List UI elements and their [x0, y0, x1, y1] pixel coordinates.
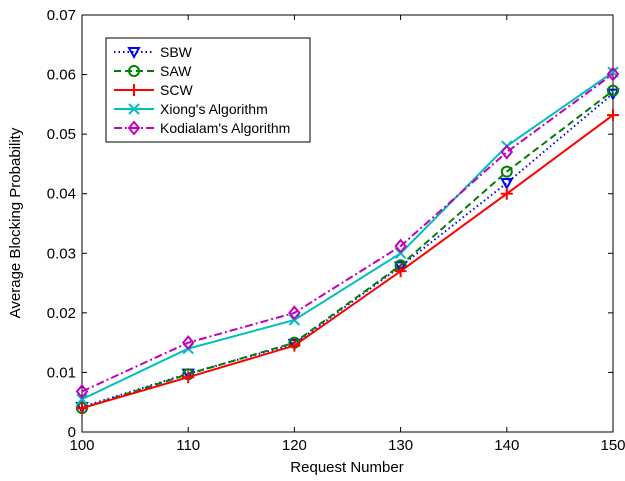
legend-item: Kodialam's Algorithm	[114, 120, 290, 136]
y-tick-label: 0.05	[47, 126, 76, 143]
data-point	[181, 335, 195, 351]
series-line	[81, 89, 614, 410]
legend: SBW SAW SCW Xiong's Algorithm Kodialam's Alg…	[105, 37, 311, 143]
series-line	[81, 114, 614, 410]
y-tick-label: 0.01	[47, 364, 76, 381]
legend-marker	[127, 47, 141, 60]
legend-marker	[127, 120, 141, 136]
data-point	[76, 393, 88, 405]
y-tick-label: 0.06	[47, 67, 76, 84]
legend-label: SBW	[160, 44, 193, 60]
series-4	[75, 66, 620, 400]
y-tick-label: 0.07	[47, 7, 76, 24]
y-axis-label: Average Blocking Probability	[7, 127, 24, 318]
legend-item: SCW	[114, 82, 193, 98]
legend-item: SBW	[114, 44, 193, 60]
legend-label: Xiong's Algorithm	[160, 101, 268, 117]
series-2	[76, 109, 619, 415]
x-axis-label: Request Number	[290, 459, 403, 476]
data-point	[607, 109, 619, 122]
data-point	[607, 84, 619, 97]
data-point	[394, 238, 407, 254]
x-tick-label: 130	[388, 437, 413, 454]
series-layer	[75, 66, 620, 415]
legend-label: SAW	[160, 63, 192, 79]
x-tick-label: 140	[494, 437, 519, 454]
data-point	[500, 144, 514, 160]
x-tick-label: 120	[282, 437, 307, 454]
legend-marker	[128, 65, 140, 77]
legend-item: Xiong's Algorithm	[114, 101, 268, 117]
legend-item: SAW	[114, 63, 192, 79]
y-tick-label: 0.03	[47, 245, 76, 262]
x-tick-label: 110	[176, 437, 200, 454]
legend-marker	[128, 84, 140, 96]
legend-label: Kodialam's Algorithm	[160, 120, 290, 136]
x-tick-label: 100	[69, 437, 94, 454]
data-point	[76, 402, 88, 415]
data-point	[500, 165, 513, 178]
legend-marker	[128, 103, 140, 115]
axis-ticks: 100 110 120 130 140 150 0 0.01 0.02 0.03 0.04 0.05 0…	[47, 7, 625, 454]
data-point	[288, 305, 301, 321]
data-point	[288, 339, 301, 352]
data-point	[500, 187, 513, 200]
y-tick-label: 0.02	[47, 305, 76, 322]
data-point	[394, 265, 407, 278]
y-tick-label: 0.04	[47, 186, 76, 203]
data-point	[182, 371, 195, 384]
x-tick-label: 150	[600, 437, 625, 454]
legend-label: SCW	[160, 82, 193, 98]
data-point	[393, 261, 408, 274]
y-tick-label: 0	[68, 424, 76, 441]
series-line	[81, 73, 614, 393]
series-line	[81, 71, 614, 401]
data-point	[606, 66, 620, 82]
data-point	[75, 383, 89, 400]
data-point	[500, 177, 514, 191]
